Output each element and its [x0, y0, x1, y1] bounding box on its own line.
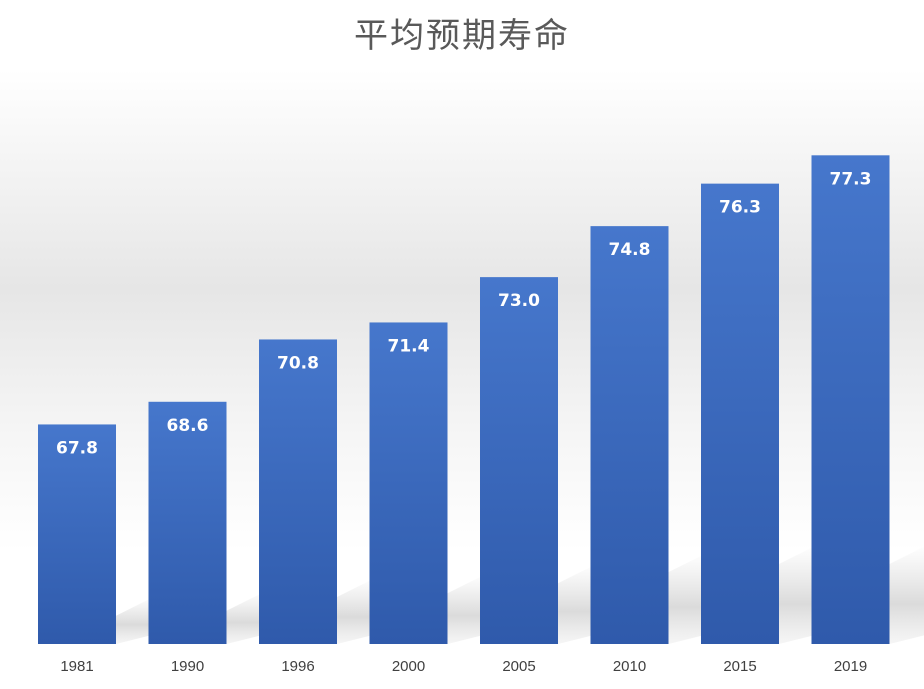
data-label-2015: 76.3	[719, 198, 761, 218]
x-tick-label-1996: 1996	[281, 658, 314, 675]
x-tick-label-2000: 2000	[392, 658, 425, 675]
chart-title: 平均预期寿命	[354, 16, 570, 56]
bar-2015	[701, 183, 779, 644]
bar-shadow	[779, 544, 819, 644]
bar-1990	[148, 401, 227, 644]
bar-shadow	[889, 546, 924, 644]
bar-shadow	[226, 590, 267, 644]
data-label-2000: 71.4	[388, 336, 430, 356]
data-label-2005: 73.0	[498, 291, 540, 311]
data-label-2019: 77.3	[830, 169, 872, 189]
data-label-2010: 74.8	[609, 240, 651, 260]
data-label-1996: 70.8	[277, 353, 319, 373]
x-tick-label-2019: 2019	[834, 658, 867, 675]
bar-shadow	[668, 552, 709, 644]
bar-1981	[38, 424, 116, 644]
bar-shadow	[558, 563, 598, 644]
x-tick-label-1981: 1981	[60, 658, 93, 675]
x-tick-label-2005: 2005	[502, 658, 535, 675]
bars-group	[38, 155, 890, 644]
bar-2000	[369, 322, 448, 644]
x-tick-label-2010: 2010	[613, 658, 646, 675]
bar-shadow	[447, 573, 488, 644]
data-label-1990: 68.6	[167, 416, 209, 436]
bar-1996	[259, 339, 337, 644]
bar-2019	[811, 155, 890, 644]
data-labels-group: 67.8 68.6 70.8 71.4 73.0 74.8 76.3 77.3	[56, 169, 871, 458]
bar-2005	[480, 277, 558, 644]
bar-shadows	[116, 544, 924, 644]
x-tick-label-1990: 1990	[171, 658, 204, 675]
x-tick-label-2015: 2015	[723, 658, 756, 675]
bar-shadow	[337, 576, 377, 644]
bar-shadow	[116, 595, 156, 644]
x-tick-labels-group: 1981 1990 1996 2000 2005 2010 2015 2019	[60, 658, 867, 675]
bar-2010	[590, 226, 669, 644]
data-label-1981: 67.8	[56, 438, 98, 458]
